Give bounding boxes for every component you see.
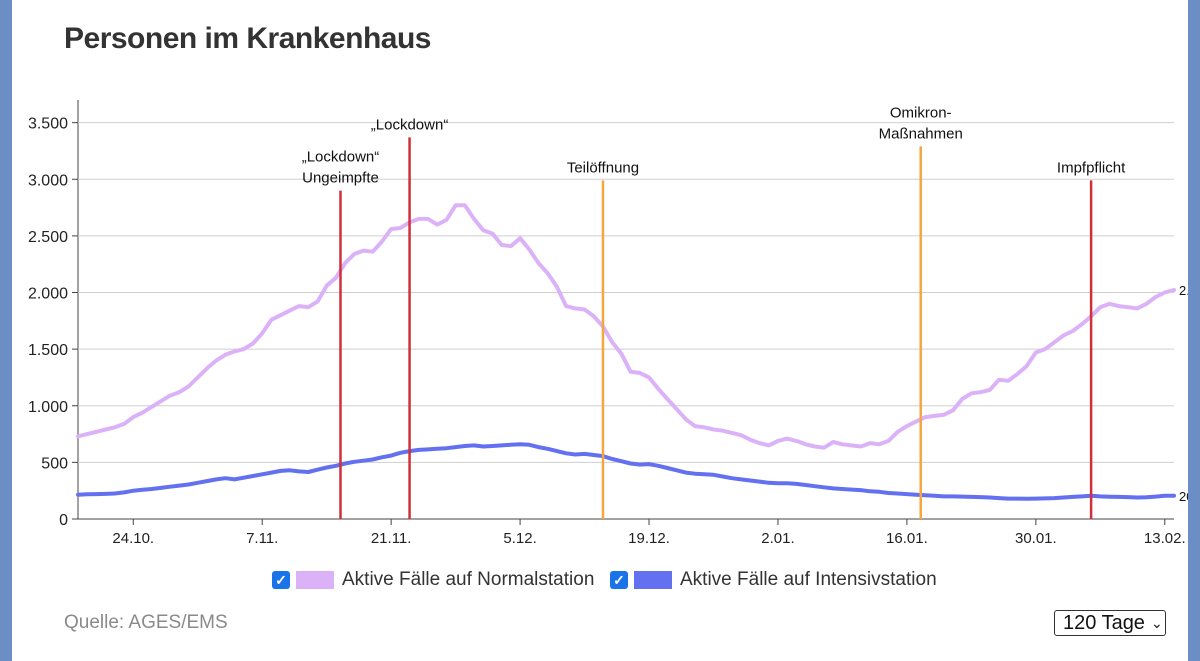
end-labels: 2.022 205 <box>1179 283 1188 504</box>
annotation-label: „Lockdown“ <box>371 116 449 133</box>
legend-swatch-normalstation <box>296 571 334 589</box>
annotation-label: „Lockdown“ <box>302 149 380 166</box>
annotations: „Lockdown“ Ungeimpfte „Lockdown“ Teilöffnun… <box>302 104 1126 519</box>
legend-item-normalstation[interactable]: ✓ Aktive Fälle auf Normalstation <box>272 566 594 594</box>
chart-title: Personen im Krankenhaus <box>64 22 431 55</box>
series-line-intensivstation <box>76 442 1176 501</box>
chart-card: Personen im Krankenhaus 0 500 1.000 1.500 2.… <box>12 0 1188 661</box>
y-tick-label: 3.500 <box>28 116 68 133</box>
legend-swatch-intensivstation <box>634 571 672 589</box>
series-line-normalstation <box>76 203 1176 450</box>
y-tick-label: 2.000 <box>28 286 68 303</box>
x-tick-label: 13.02. <box>1144 530 1186 547</box>
legend: ✓ Aktive Fälle auf Normalstation ✓ Aktiv… <box>12 566 1188 594</box>
y-tick-label: 1.000 <box>28 399 68 416</box>
annotation-label: Teilöffnung <box>567 159 639 176</box>
x-tick-label: 24.10. <box>112 530 154 547</box>
legend-item-intensivstation[interactable]: ✓ Aktive Fälle auf Intensivstation <box>610 566 937 594</box>
legend-label-intensivstation: Aktive Fälle auf Intensivstation <box>680 569 937 590</box>
series-lines <box>76 203 1176 501</box>
annotation-label: Omikron- <box>890 104 952 121</box>
x-tick-label: 2.01. <box>761 530 794 547</box>
legend-label-normalstation: Aktive Fälle auf Normalstation <box>342 569 595 590</box>
checkbox-normalstation[interactable]: ✓ <box>272 571 290 589</box>
y-tick-label: 2.500 <box>28 229 68 246</box>
x-tick-label: 7.11. <box>246 530 278 547</box>
y-tick-label: 1.500 <box>28 342 68 359</box>
x-axis-ticks: 24.10. 7.11. 21.11. 5.12. 19.12. 2.01. 16.01. 3… <box>112 530 1185 547</box>
annotation-label: Impfpflicht <box>1057 159 1126 176</box>
y-tick-label: 0 <box>59 512 68 529</box>
line-chart: 0 500 1.000 1.500 2.000 2.500 3.000 3.500 24.10… <box>28 100 1188 547</box>
source-label: Quelle: AGES/EMS <box>64 612 228 633</box>
chevron-down-icon: ⌄ <box>1150 614 1163 631</box>
x-tick-label: 16.01. <box>886 530 928 547</box>
y-tick-label: 3.000 <box>28 172 68 189</box>
y-tick-label: 500 <box>41 455 68 472</box>
grid-lines <box>72 100 1174 525</box>
annotation-label: Maßnahmen <box>879 125 963 142</box>
x-tick-label: 19.12. <box>628 530 670 547</box>
end-label-normalstation: 2.022 <box>1179 283 1188 298</box>
time-range-value: 120 Tage <box>1063 611 1145 634</box>
time-range-select[interactable]: 120 Tage ⌄ <box>1054 610 1166 636</box>
x-tick-label: 21.11. <box>371 530 412 547</box>
y-axis-ticks: 0 500 1.000 1.500 2.000 2.500 3.000 3.500 <box>28 116 68 529</box>
checkbox-intensivstation[interactable]: ✓ <box>610 571 628 589</box>
x-tick-label: 5.12. <box>503 530 536 547</box>
x-tick-label: 30.01. <box>1015 530 1057 547</box>
end-label-intensivstation: 205 <box>1179 489 1188 504</box>
annotation-label: Ungeimpfte <box>302 170 379 187</box>
